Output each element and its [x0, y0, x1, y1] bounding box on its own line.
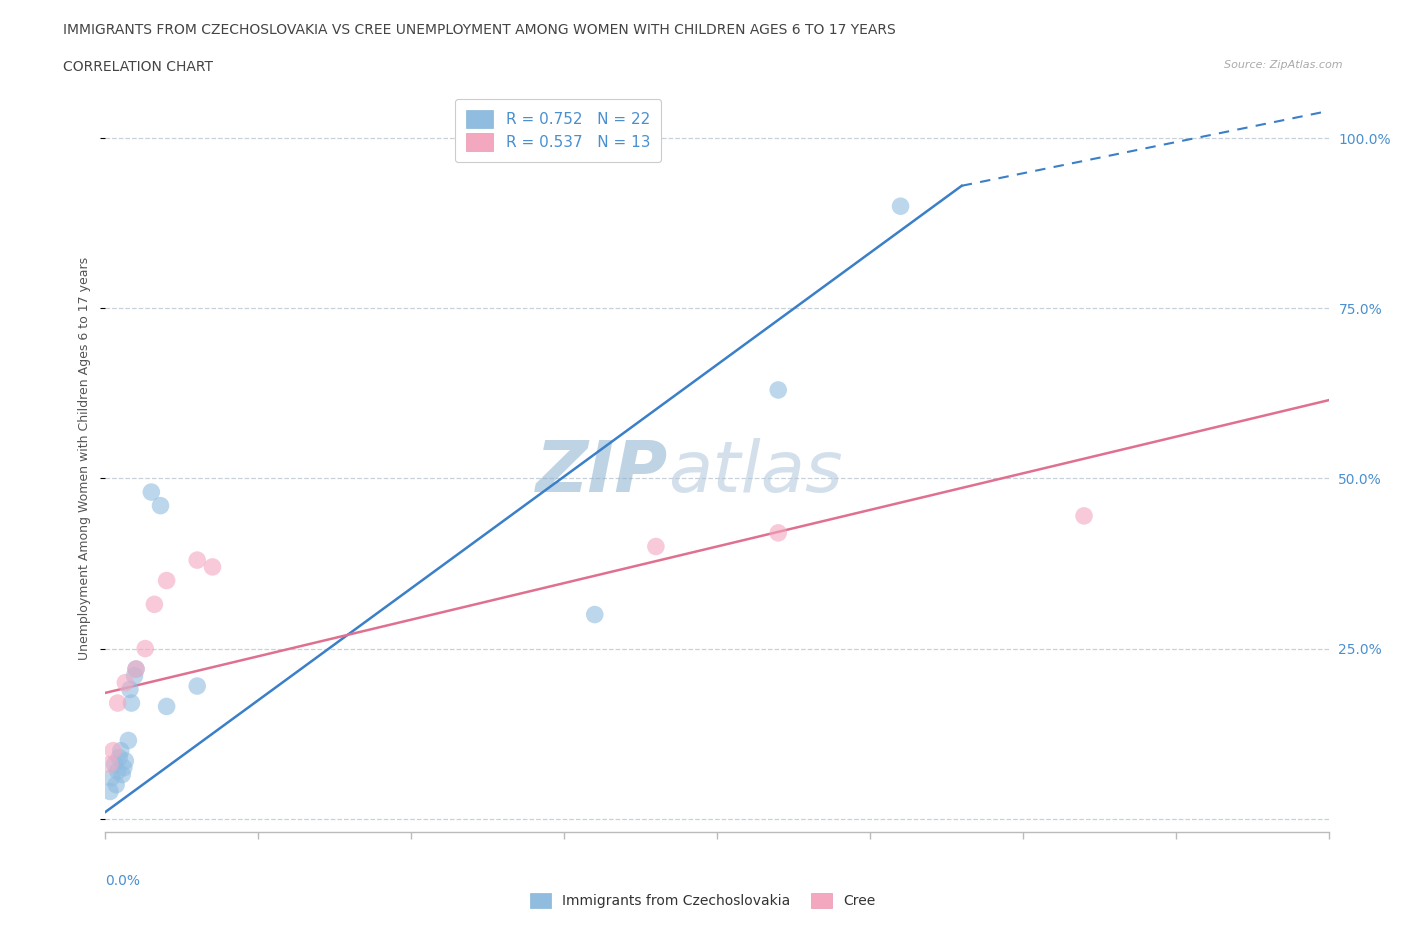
Point: [114, 675, 136, 690]
Point: [110, 743, 132, 758]
Point: [107, 764, 129, 778]
Point: [104, 757, 127, 772]
Y-axis label: Unemployment Among Women with Children Ages 6 to 17 years: Unemployment Among Women with Children A…: [79, 257, 91, 659]
Point: [125, 661, 148, 676]
Point: [114, 753, 136, 768]
Point: [156, 699, 179, 714]
Text: IMMIGRANTS FROM CZECHOSLOVAKIA VS CREE UNEMPLOYMENT AMONG WOMEN WITH CHILDREN AG: IMMIGRANTS FROM CZECHOSLOVAKIA VS CREE U…: [63, 23, 896, 37]
Point: [644, 539, 666, 554]
Point: [186, 679, 208, 694]
Point: [98, 757, 121, 772]
Point: [141, 485, 163, 499]
Point: [768, 525, 790, 540]
Text: CORRELATION CHART: CORRELATION CHART: [63, 60, 214, 74]
Text: 0.0%: 0.0%: [105, 873, 141, 887]
Point: [105, 777, 128, 792]
Point: [125, 661, 148, 676]
Point: [134, 641, 156, 656]
Point: [143, 597, 166, 612]
Point: [201, 560, 224, 575]
Point: [118, 682, 141, 697]
Text: ZIP: ZIP: [536, 439, 668, 508]
Legend: R = 0.752   N = 22, R = 0.537   N = 13: R = 0.752 N = 22, R = 0.537 N = 13: [456, 99, 661, 162]
Point: [156, 573, 179, 588]
Text: Source: ZipAtlas.com: Source: ZipAtlas.com: [1225, 60, 1343, 71]
Point: [1073, 509, 1095, 524]
Text: atlas: atlas: [668, 439, 842, 508]
Point: [111, 767, 134, 782]
Point: [186, 552, 208, 567]
Point: [101, 743, 124, 758]
Point: [768, 382, 790, 397]
Point: [107, 696, 129, 711]
Point: [120, 696, 142, 711]
Point: [583, 607, 606, 622]
Point: [100, 770, 122, 785]
Point: [149, 498, 172, 513]
Point: [108, 750, 131, 764]
Point: [112, 760, 135, 775]
Legend: Immigrants from Czechoslovakia, Cree: Immigrants from Czechoslovakia, Cree: [524, 888, 882, 914]
Point: [98, 784, 121, 799]
Point: [124, 669, 146, 684]
Point: [117, 733, 139, 748]
Point: [889, 199, 911, 214]
